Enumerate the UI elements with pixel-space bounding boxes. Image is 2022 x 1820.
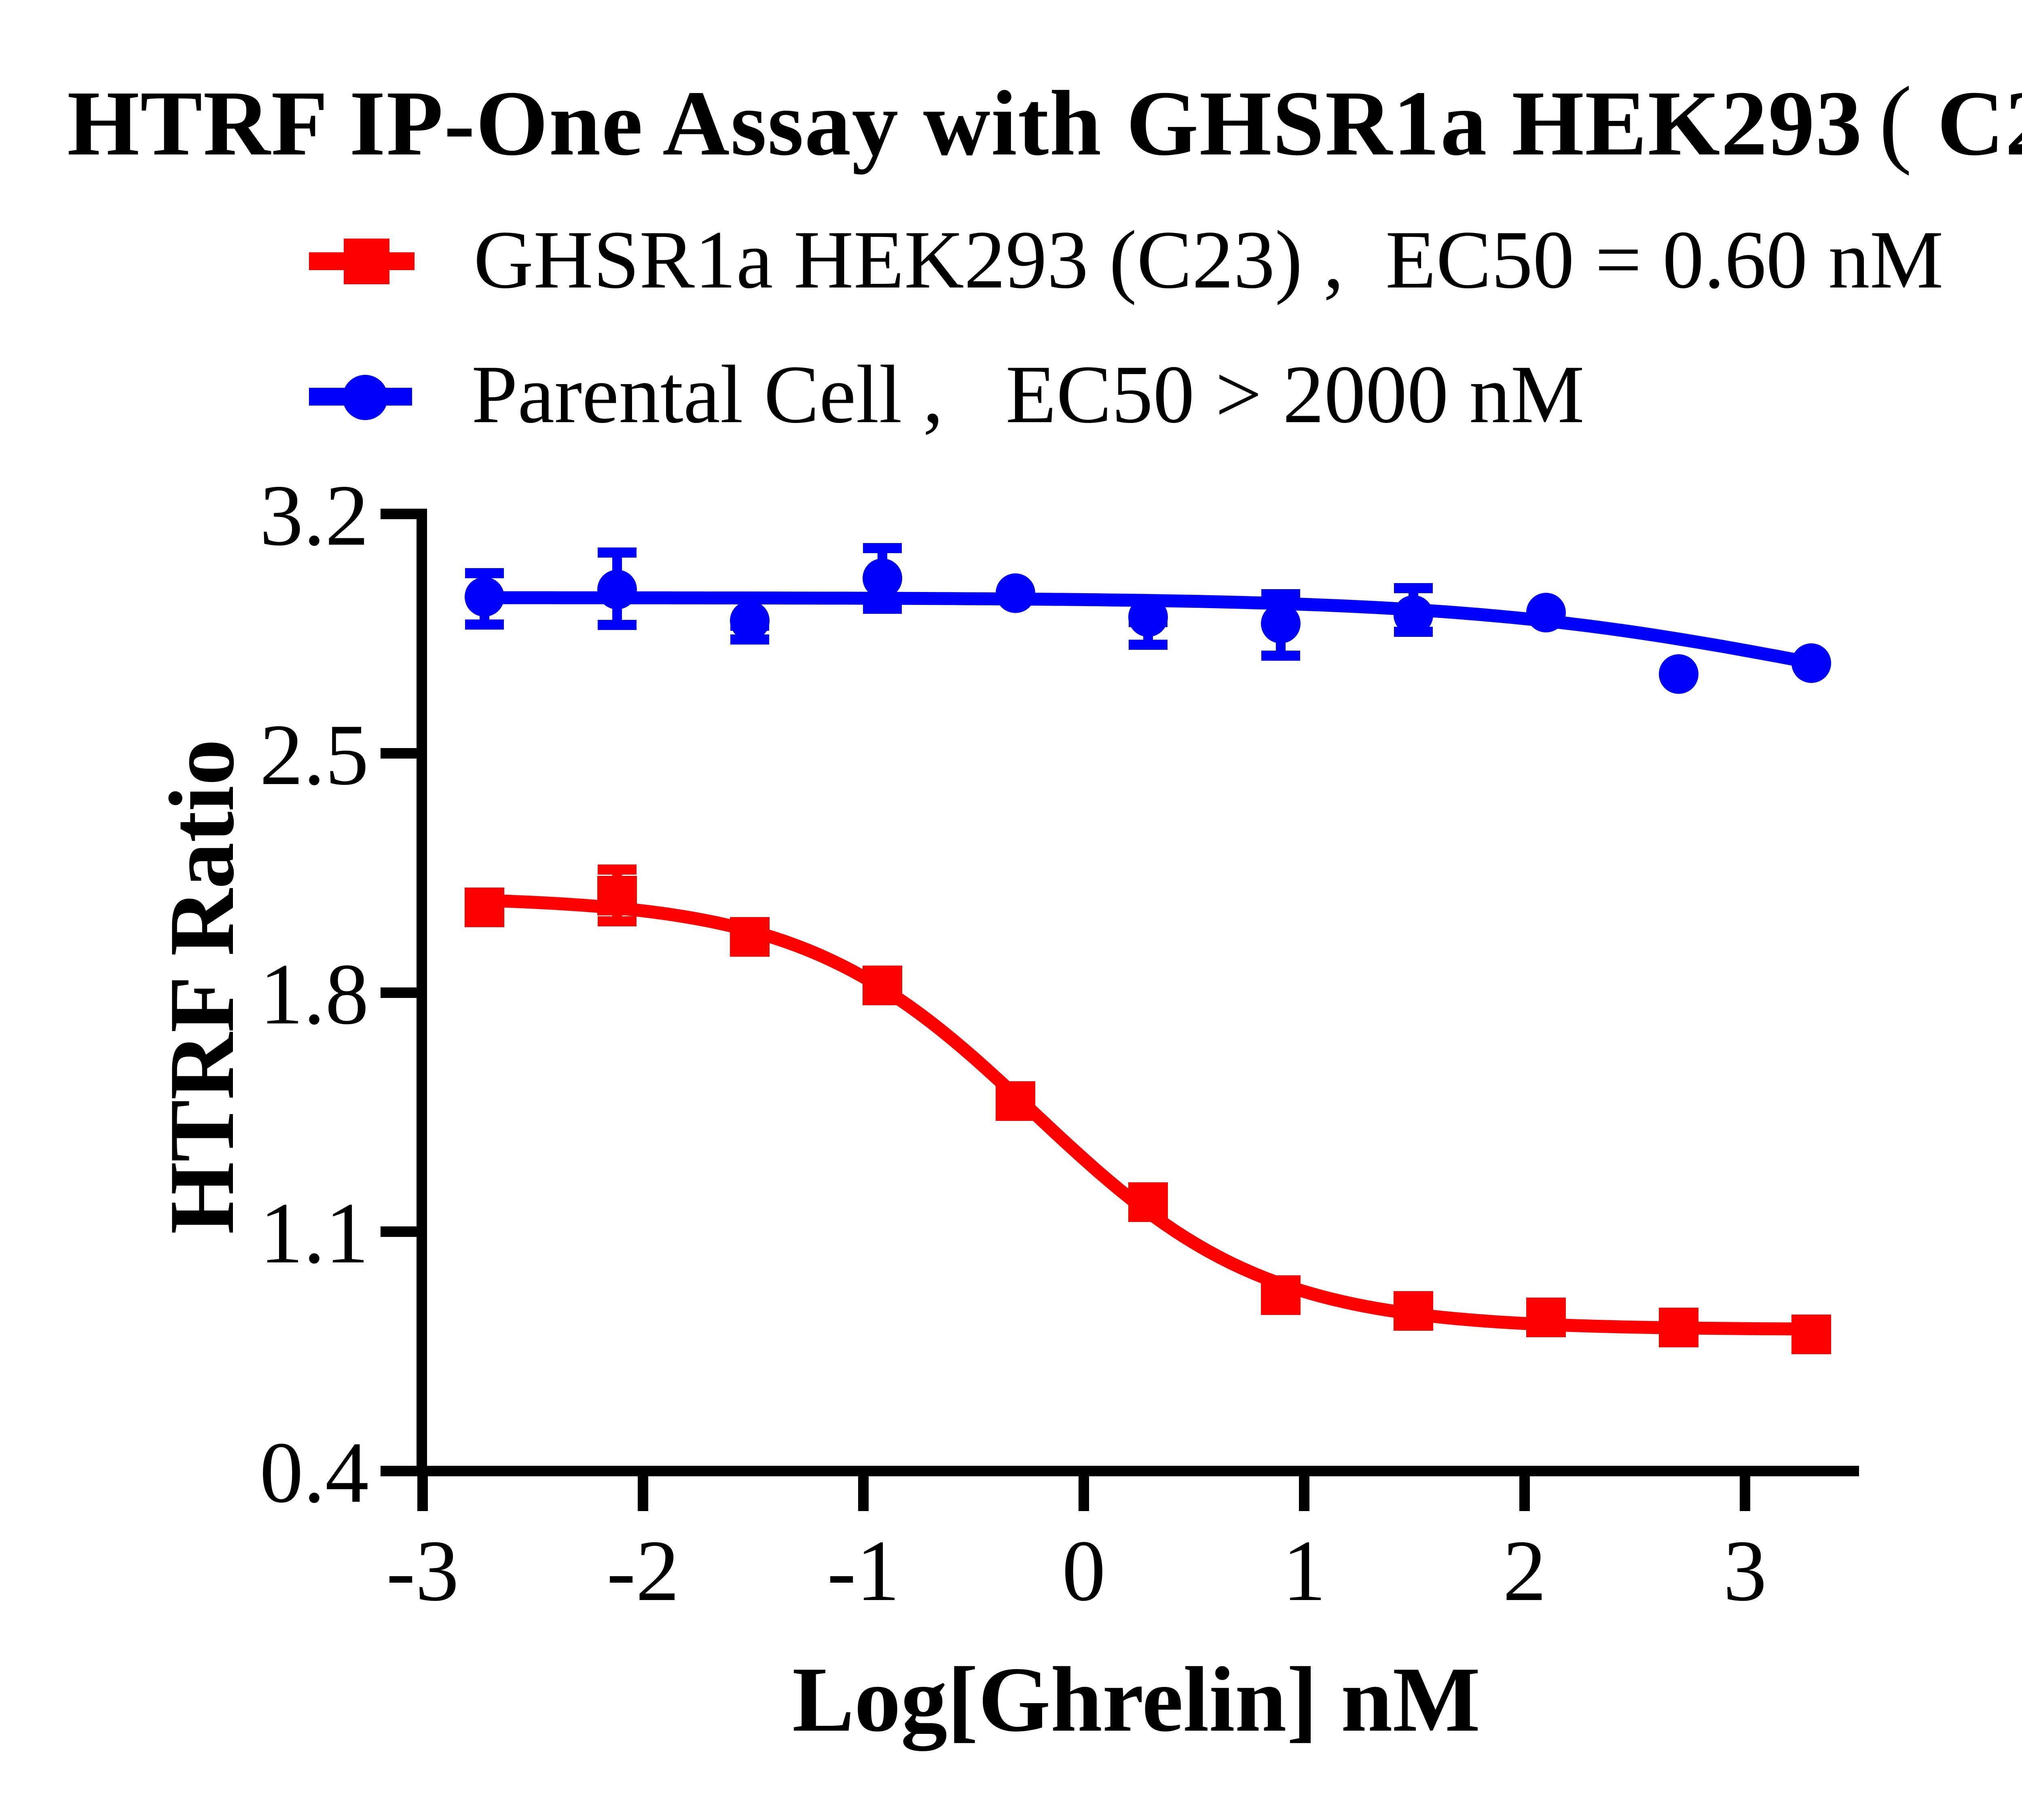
- svg-text:GHSR1a HEK293 (C23) , EC50 =: GHSR1a HEK293 (C23) , EC50 = 0.60 nM: [474, 214, 1944, 306]
- svg-text:HTRF Ratio: HTRF Ratio: [150, 739, 253, 1234]
- svg-text:0.4: 0.4: [260, 1424, 369, 1521]
- svg-text:1.1: 1.1: [260, 1185, 369, 1281]
- svg-text:0: 0: [1062, 1522, 1106, 1619]
- svg-text:-1: -1: [827, 1522, 900, 1619]
- svg-text:3: 3: [1723, 1522, 1767, 1619]
- svg-text:1.8: 1.8: [260, 946, 369, 1042]
- svg-text:-2: -2: [607, 1522, 679, 1619]
- svg-text:HTRF IP-One Assay with GHSR1a: HTRF IP-One Assay with GHSR1a HEK293(C23…: [67, 66, 2022, 176]
- svg-text:-3: -3: [386, 1522, 459, 1619]
- svg-text:3.2: 3.2: [260, 467, 369, 564]
- svg-text:1: 1: [1282, 1522, 1326, 1619]
- svg-text:Parental Cell , EC50 > 2000: Parental Cell , EC50 > 2000 nM: [472, 349, 1584, 440]
- svg-text:2.5: 2.5: [260, 706, 369, 803]
- svg-text:2: 2: [1503, 1522, 1546, 1619]
- svg-text:Log[Ghrelin] nM: Log[Ghrelin] nM: [792, 1648, 1481, 1751]
